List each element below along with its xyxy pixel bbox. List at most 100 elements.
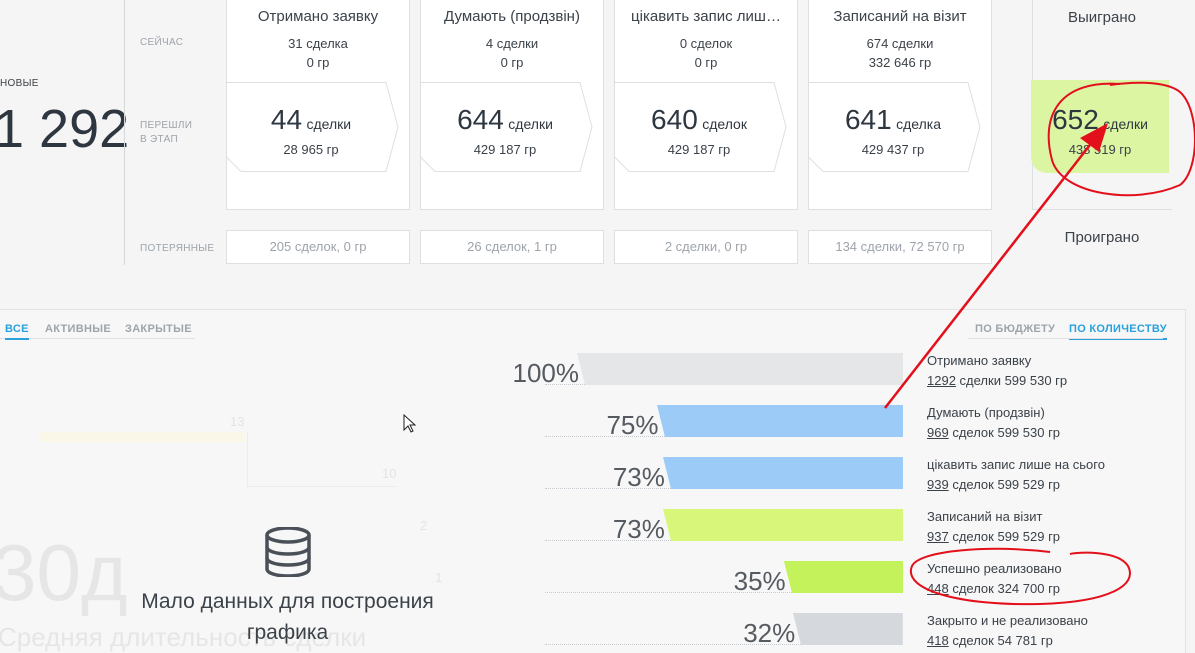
tabs-underline bbox=[0, 338, 195, 339]
row-label-passed-1: ПЕРЕШЛИ bbox=[140, 120, 193, 131]
stage-title: цікавить запис лиш… bbox=[631, 8, 781, 25]
stage-passed-arrow[interactable]: 640 сделок 429 187 гр bbox=[614, 82, 808, 172]
database-icon bbox=[265, 526, 311, 582]
funnel-stage-stats: 969 сделок 599 530 гр bbox=[927, 425, 1060, 440]
funnel-bar bbox=[577, 353, 903, 385]
stage-passed-sum: 429 187 гр bbox=[473, 142, 537, 157]
funnel-stage-name: Думають (продзвін) bbox=[927, 405, 1045, 420]
stage-lost[interactable]: 134 сделки, 72 570 гр bbox=[808, 230, 992, 264]
stage-now-deals: 4 сделки bbox=[485, 36, 539, 51]
stage-passed-count: 644 bbox=[457, 104, 504, 135]
stage-passed-unit: сделок bbox=[702, 116, 747, 132]
funnel-stage-count[interactable]: 448 bbox=[927, 581, 949, 596]
stage-now-sum: 0 гр bbox=[306, 55, 330, 70]
faded-caption: Средняя длительность сделки bbox=[0, 622, 367, 652]
mode-tabs-underline bbox=[968, 338, 1163, 339]
funnel-dotline bbox=[545, 644, 802, 646]
funnel-stage-rest: сделок 54 781 гр bbox=[948, 633, 1053, 648]
stage-now-sum: 0 гр bbox=[500, 55, 524, 70]
faded-duration: 30д bbox=[0, 528, 128, 617]
stage-now: 4 сделки 0 гр bbox=[421, 34, 603, 72]
funnel-stage-rest: сделок 599 529 гр bbox=[948, 477, 1061, 492]
stage-passed-count: 44 bbox=[270, 104, 303, 135]
tab-active[interactable]: АКТИВНЫЕ bbox=[45, 323, 111, 335]
stage-lost[interactable]: 205 сделок, 0 гр bbox=[226, 230, 410, 264]
stage-column: Отримано заявку 31 сделка 0 гр 44 сделки… bbox=[226, 0, 410, 210]
stage-passed-sum: 28 965 гр bbox=[283, 142, 339, 157]
stage-now: 674 сделки 332 646 гр bbox=[809, 34, 991, 72]
funnel-bar bbox=[793, 613, 903, 645]
stage-now-deals: 0 сделок bbox=[679, 36, 733, 51]
funnel-stage-stats: 937 сделок 599 529 гр bbox=[927, 529, 1060, 544]
faded-tick: 2 bbox=[420, 518, 428, 533]
won-unit: сделки bbox=[1103, 116, 1148, 132]
empty-chart-message: Мало данных для построения графика bbox=[110, 586, 465, 648]
stage-lost[interactable]: 26 сделок, 1 гр bbox=[420, 230, 604, 264]
row-label-passed-2: В ЭТАП bbox=[140, 134, 178, 145]
tab-by-budget[interactable]: ПО БЮДЖЕТУ bbox=[975, 323, 1056, 335]
funnel-stage-count[interactable]: 418 bbox=[927, 633, 949, 648]
funnel-percent: 100% bbox=[512, 358, 580, 388]
lost-title: Проиграно bbox=[1064, 229, 1140, 246]
tab-all[interactable]: ВСЕ bbox=[5, 323, 29, 340]
funnel-percent: 32% bbox=[743, 618, 796, 648]
faded-tick: 10 bbox=[382, 466, 397, 481]
tab-closed[interactable]: ЗАКРЫТЫЕ bbox=[125, 323, 192, 335]
funnel-stage-name: цікавить запис лише на сього bbox=[927, 457, 1105, 472]
funnel-stage-name: Закрыто и не реализовано bbox=[927, 613, 1088, 628]
funnel-dotline bbox=[545, 436, 665, 438]
stage-passed-count: 641 bbox=[844, 104, 892, 135]
stage-passed-unit: сделка bbox=[896, 116, 942, 132]
stage-title: Отримано заявку bbox=[257, 8, 379, 25]
faded-tick: 1 bbox=[435, 570, 443, 585]
empty-message-line1: Мало данных для построения bbox=[141, 590, 434, 613]
stage-passed-arrow[interactable]: 644 сделки 429 187 гр bbox=[420, 82, 614, 172]
funnel-stage-count[interactable]: 1292 bbox=[927, 373, 956, 388]
funnel-stage-stats: 448 сделок 324 700 гр bbox=[927, 581, 1060, 596]
stage-now-deals: 674 сделки bbox=[866, 36, 934, 51]
funnel-stage-rest: сделок 599 529 гр bbox=[948, 529, 1061, 544]
won-sum: 438 519 гр bbox=[1068, 142, 1132, 157]
stage-now-deals: 31 сделка bbox=[288, 36, 348, 51]
stage-now: 31 сделка 0 гр bbox=[227, 34, 409, 72]
funnel-stage-stats: 1292 сделки 599 530 гр bbox=[927, 373, 1067, 388]
stage-passed-count: 640 bbox=[651, 104, 698, 135]
funnel-stage-name: Отримано заявку bbox=[927, 353, 1032, 368]
stage-title: Думають (продзвін) bbox=[444, 8, 580, 25]
faded-line bbox=[247, 486, 397, 487]
stage-column: Записаний на візит 674 сделки 332 646 гр… bbox=[808, 0, 992, 210]
stage-passed-unit: сделки bbox=[306, 116, 352, 132]
stage-now: 0 сделок 0 гр bbox=[615, 34, 797, 72]
won-count: 652 bbox=[1052, 104, 1099, 135]
stage-passed-unit: сделки bbox=[508, 116, 553, 132]
empty-message-line2: графика bbox=[246, 621, 329, 644]
funnel-stage-stats: 418 сделок 54 781 гр bbox=[927, 633, 1053, 648]
stage-passed-arrow[interactable]: 641 сделка 429 437 гр bbox=[808, 82, 1002, 172]
funnel-bar bbox=[783, 561, 903, 593]
stage-now-sum: 332 646 гр bbox=[868, 55, 932, 70]
funnel-bar bbox=[662, 509, 903, 541]
funnel-stage-name: Успешно реализовано bbox=[927, 561, 1062, 576]
funnel-stage-count[interactable]: 939 bbox=[927, 477, 949, 492]
funnel-stage-rest: сделки 599 530 гр bbox=[955, 373, 1068, 388]
stage-lost[interactable]: 2 сделки, 0 гр bbox=[614, 230, 798, 264]
funnel-percent: 73% bbox=[612, 514, 665, 544]
funnel-stage-name: Записаний на візит bbox=[927, 509, 1043, 524]
funnel-dotline bbox=[545, 488, 671, 490]
new-count: 1 292 bbox=[0, 99, 130, 159]
funnel-stage-count[interactable]: 969 bbox=[927, 425, 949, 440]
stage-title: Записаний на візит bbox=[833, 8, 967, 25]
stage-passed-sum: 429 187 гр bbox=[667, 142, 731, 157]
new-label: НОВЫЕ bbox=[0, 78, 39, 89]
funnel-percent: 75% bbox=[606, 410, 659, 440]
funnel-stage-count[interactable]: 937 bbox=[927, 529, 949, 544]
mouse-cursor-icon bbox=[403, 413, 417, 439]
funnel-dotline bbox=[545, 592, 792, 594]
funnel-stage-rest: сделок 599 530 гр bbox=[948, 425, 1061, 440]
won-box[interactable]: 652 сделки 438 519 гр bbox=[1031, 80, 1169, 173]
funnel-bar bbox=[656, 405, 903, 437]
stage-passed-arrow[interactable]: 44 сделки 28 965 гр bbox=[226, 82, 420, 172]
row-label-now: СЕЙЧАС bbox=[140, 37, 184, 48]
stage-column: цікавить запис лиш… 0 сделок 0 гр 640 сд… bbox=[614, 0, 798, 210]
row-label-lost: ПОТЕРЯННЫЕ bbox=[140, 243, 215, 254]
